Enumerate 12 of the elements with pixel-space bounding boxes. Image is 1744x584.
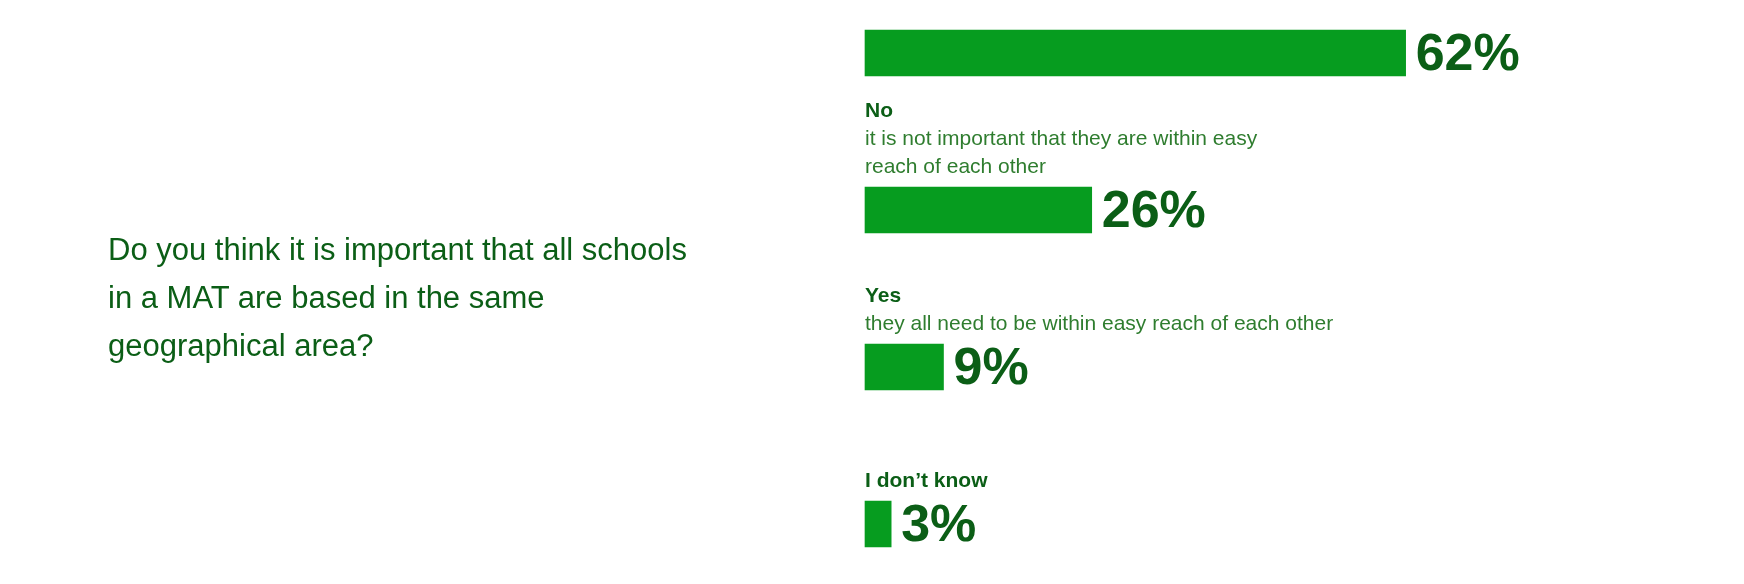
text: Do you think it is important that all schools in a MAT are based in the same geographical area? (108, 231, 688, 365)
bar (864, 500, 892, 548)
data-label: 9% (953, 337, 1029, 396)
y-tick-label: I don’t know (865, 468, 989, 491)
data-label: 62% (1415, 23, 1520, 82)
data-label: 26% (1101, 180, 1206, 239)
y-tick-label: No it is not important that they are within easy reach of each other (865, 98, 1258, 177)
bar (864, 186, 1093, 234)
data-label: 3% (901, 494, 977, 553)
bar (864, 343, 944, 391)
bar (864, 29, 1406, 77)
y-tick-label: Yes they all need to be within easy reach of each other (865, 283, 1334, 334)
